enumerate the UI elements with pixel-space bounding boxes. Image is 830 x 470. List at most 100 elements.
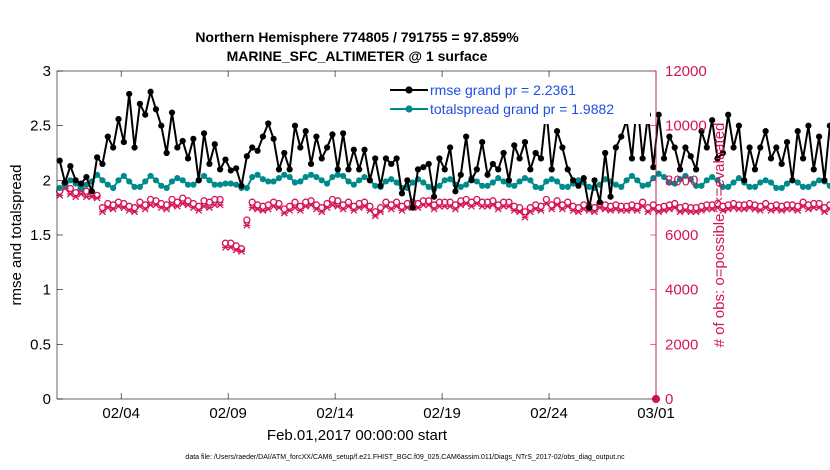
spread-marker: [516, 178, 523, 185]
rmse-marker: [719, 149, 726, 157]
rmse-marker: [527, 166, 534, 173]
rmse-marker: [436, 155, 443, 162]
spread-marker: [436, 182, 443, 189]
rmse-marker: [222, 156, 229, 163]
spread-marker: [217, 181, 224, 188]
spread-marker: [693, 182, 700, 189]
obs-possible-marker: [542, 195, 551, 204]
rmse-marker: [735, 122, 743, 129]
obs-evaluated-marker: [56, 191, 64, 199]
spread-marker: [291, 179, 299, 186]
spread-marker: [671, 180, 678, 187]
rmse-marker: [350, 146, 357, 153]
rmse-marker: [607, 193, 614, 200]
rmse-marker: [99, 160, 106, 168]
spread-marker: [612, 181, 619, 188]
rmse-marker: [329, 131, 336, 138]
rmse-marker: [163, 149, 170, 157]
obs-evaluated-marker: [590, 208, 598, 216]
obs-evaluated-marker: [307, 201, 315, 209]
spread-marker: [361, 173, 368, 181]
obs-evaluated-marker: [259, 206, 267, 214]
legend-rmse-label: rmse grand pr = 2.2361: [430, 82, 576, 98]
rmse-marker: [72, 177, 79, 184]
rmse-marker: [190, 135, 197, 142]
rmse-marker: [505, 177, 513, 184]
spread-marker: [297, 178, 304, 185]
legend: rmse grand pr = 2.2361 totalspread grand…: [380, 80, 650, 124]
spread-marker: [655, 170, 662, 177]
rmse-marker: [591, 177, 598, 184]
rmse-marker: [810, 166, 817, 173]
legend-spread-label: totalspread grand pr = 1.9882: [430, 101, 614, 117]
spread-marker: [104, 181, 111, 188]
rmse-marker: [115, 116, 122, 123]
obs-evaluated-marker: [243, 221, 251, 229]
obs-possible-marker: [360, 198, 369, 206]
rmse-marker: [441, 166, 448, 173]
obs-evaluated-marker: [633, 206, 641, 214]
spread-marker: [286, 173, 293, 181]
obs-evaluated-marker: [318, 208, 326, 216]
spread-marker: [441, 177, 448, 184]
obs-evaluated-marker: [697, 206, 705, 214]
obs-possible-marker: [815, 199, 823, 208]
obs-evaluated-marker: [815, 204, 823, 212]
spread-marker: [179, 177, 186, 184]
rmse-marker: [142, 111, 149, 118]
obs-evaluated-marker: [489, 201, 497, 209]
spread-marker: [152, 177, 160, 184]
rmse-marker: [575, 182, 582, 189]
x-tick-label: 02/14: [316, 405, 354, 422]
spread-marker: [810, 180, 817, 187]
rmse-marker: [270, 135, 277, 142]
obs-evaluated-marker: [98, 208, 106, 216]
obs-evaluated-marker: [361, 202, 369, 210]
obs-evaluated-marker: [532, 205, 540, 213]
rmse-marker: [425, 160, 432, 168]
rmse-marker: [500, 149, 507, 157]
spread-marker: [313, 173, 320, 181]
rmse-marker: [463, 133, 470, 140]
rmse-marker: [302, 128, 309, 135]
obs-possible-marker: [323, 199, 331, 208]
rmse-marker: [757, 144, 764, 151]
obs-evaluated-marker: [216, 201, 224, 209]
spread-marker: [730, 179, 737, 186]
spread-marker: [126, 178, 133, 185]
obs-evaluated-marker: [628, 205, 636, 213]
y-tick-label-left: 2: [43, 172, 51, 189]
spread-marker: [318, 177, 325, 184]
spread-marker: [99, 177, 106, 184]
y-tick-label-left: 0.5: [30, 336, 51, 353]
obs-evaluated-marker: [826, 205, 830, 213]
rmse-marker: [698, 128, 705, 135]
spread-marker: [174, 175, 181, 182]
rmse-marker: [618, 133, 625, 140]
obs-evaluated-marker: [767, 206, 775, 214]
spread-marker: [168, 178, 176, 185]
obs-evaluated-marker: [746, 204, 754, 212]
obs-evaluated-marker: [665, 205, 673, 213]
rmse-marker: [511, 142, 518, 149]
rmse-marker: [537, 155, 545, 162]
obs-evaluated-marker: [355, 204, 363, 212]
obs-evaluated-marker: [157, 204, 165, 212]
obs-possible-marker: [703, 201, 711, 209]
obs-possible-marker: [334, 197, 342, 205]
rmse-marker: [816, 133, 823, 140]
spread-marker: [489, 179, 496, 186]
spread-marker: [816, 177, 823, 184]
rmse-marker: [559, 144, 566, 151]
rmse-marker: [131, 144, 138, 151]
obs-evaluated-marker: [724, 205, 732, 213]
obs-evaluated-marker: [115, 202, 123, 210]
rmse-marker: [206, 160, 213, 168]
spread-marker: [345, 178, 352, 185]
obs-evaluated-marker: [104, 204, 112, 212]
spread-marker: [799, 183, 807, 190]
rmse-marker: [730, 144, 737, 151]
rmse-marker: [361, 146, 368, 153]
rmse-marker: [805, 122, 812, 129]
obs-evaluated-marker: [88, 193, 96, 201]
